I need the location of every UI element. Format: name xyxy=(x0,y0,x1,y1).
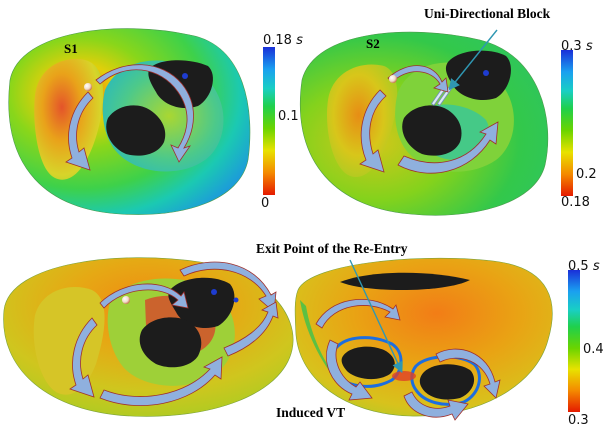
colorbar-3-max: 0.5 s xyxy=(568,259,600,274)
heart-vt-front xyxy=(3,257,294,417)
colorbar-1-min: 0 xyxy=(261,196,270,211)
heart-s1 xyxy=(8,28,251,215)
uni-block-caption: Uni-Directional Block xyxy=(424,6,551,21)
colorbar-2-mid: 0.2 xyxy=(576,167,597,182)
heart-vt-side xyxy=(294,257,553,421)
s1-label: S1 xyxy=(64,41,78,56)
colorbar-2-max: 0.3 s xyxy=(561,39,593,54)
s2-label: S2 xyxy=(366,36,380,51)
colorbar-1 xyxy=(263,47,275,195)
colorbar-2-min: 0.18 xyxy=(561,195,590,210)
colorbar-1-max: 0.18 s xyxy=(263,33,303,48)
induced-vt-caption: Induced VT xyxy=(276,405,346,420)
colorbar-3-mid: 0.4 xyxy=(583,342,604,357)
exit-point-caption: Exit Point of the Re-Entry xyxy=(256,241,408,256)
colorbar-3 xyxy=(568,270,580,412)
heart-s2 xyxy=(300,29,549,216)
colorbar-1-mid: 0.1 xyxy=(278,109,299,124)
colorbar-2 xyxy=(561,50,573,196)
colorbar-3-min: 0.3 xyxy=(568,413,589,428)
